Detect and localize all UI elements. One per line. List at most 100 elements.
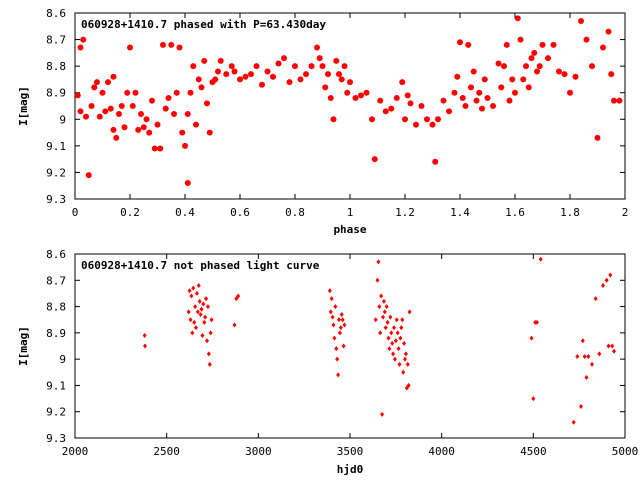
data-point xyxy=(396,346,401,352)
data-point xyxy=(187,89,194,96)
data-point xyxy=(402,116,408,123)
data-point xyxy=(223,71,230,78)
data-point xyxy=(286,79,293,86)
data-point xyxy=(146,129,153,136)
data-point xyxy=(198,311,203,317)
data-point xyxy=(406,382,411,388)
data-point xyxy=(611,97,617,104)
data-point xyxy=(149,97,155,104)
y-axis-label: I[mag] xyxy=(17,86,30,126)
x-tick-label: 0.4 xyxy=(175,206,195,219)
data-point xyxy=(339,311,344,317)
data-point xyxy=(203,314,208,320)
data-point xyxy=(85,172,92,179)
data-point xyxy=(99,89,106,96)
data-point xyxy=(322,84,329,91)
y-axis-label: I[mag] xyxy=(17,326,30,366)
y-tick-label: 9.3 xyxy=(46,193,66,206)
data-point xyxy=(451,89,458,96)
data-point xyxy=(608,71,615,78)
data-point xyxy=(340,317,345,323)
data-point xyxy=(190,63,197,70)
data-point xyxy=(264,68,271,75)
data-point xyxy=(182,142,188,149)
data-point xyxy=(330,116,337,123)
data-point xyxy=(325,71,331,78)
x-axis-label: phase xyxy=(333,223,366,236)
data-point xyxy=(77,108,84,115)
x-tick-label: 0.2 xyxy=(120,206,140,219)
data-point xyxy=(398,335,403,341)
data-point xyxy=(292,63,298,70)
data-point xyxy=(121,124,128,131)
data-point xyxy=(610,343,615,349)
data-point xyxy=(594,134,601,141)
data-point xyxy=(162,105,169,112)
data-point xyxy=(531,396,536,402)
data-point xyxy=(490,103,496,109)
data-point xyxy=(194,290,199,296)
data-point xyxy=(168,41,175,48)
data-point xyxy=(179,129,186,136)
data-point xyxy=(336,71,342,78)
data-point xyxy=(319,63,326,70)
data-point xyxy=(231,68,238,75)
data-point xyxy=(138,110,144,117)
y-tick-label: 9 xyxy=(59,353,66,366)
data-point xyxy=(571,419,576,425)
data-point xyxy=(337,317,341,323)
data-point xyxy=(189,293,194,299)
data-point xyxy=(297,76,304,83)
data-point xyxy=(176,44,183,51)
tick-marks xyxy=(74,12,626,200)
data-point xyxy=(378,330,383,336)
data-point xyxy=(402,340,407,346)
data-point xyxy=(506,97,513,104)
data-point xyxy=(201,57,208,64)
data-point xyxy=(579,403,583,409)
data-point xyxy=(154,121,161,128)
x-tick-label: 4500 xyxy=(520,445,547,458)
data-point xyxy=(330,314,335,320)
data-point xyxy=(212,76,219,83)
data-point xyxy=(601,283,605,289)
x-tick-label: 2000 xyxy=(62,445,89,458)
x-tick-label: 1.2 xyxy=(395,206,415,219)
data-point xyxy=(375,277,380,283)
data-point xyxy=(545,55,551,62)
data-point xyxy=(586,354,591,360)
x-tick-label: 3000 xyxy=(245,445,272,458)
data-point xyxy=(132,89,139,96)
data-point xyxy=(195,76,202,83)
data-point xyxy=(432,158,439,165)
data-point xyxy=(270,73,276,80)
data-point xyxy=(517,36,524,43)
data-point xyxy=(94,79,100,86)
data-point xyxy=(344,89,351,96)
data-point xyxy=(334,346,339,352)
data-point xyxy=(193,121,199,128)
data-point xyxy=(205,304,210,310)
data-point xyxy=(572,73,579,80)
data-point xyxy=(201,301,206,307)
data-point xyxy=(440,97,447,104)
data-point xyxy=(371,156,378,163)
data-point xyxy=(393,338,398,344)
data-point xyxy=(386,335,391,341)
data-point xyxy=(550,41,557,48)
data-point xyxy=(394,317,399,323)
data-point xyxy=(468,84,474,91)
data-point xyxy=(369,116,375,123)
data-point xyxy=(338,76,345,83)
x-tick-label: 1 xyxy=(347,206,354,219)
data-point xyxy=(193,304,198,310)
data-point xyxy=(342,322,347,328)
data-point xyxy=(143,343,148,349)
data-point xyxy=(184,110,191,117)
data-point xyxy=(129,103,136,109)
data-point xyxy=(404,92,411,99)
data-point xyxy=(341,343,346,349)
data-point xyxy=(188,317,193,323)
data-point xyxy=(209,317,214,323)
data-point xyxy=(303,71,309,78)
